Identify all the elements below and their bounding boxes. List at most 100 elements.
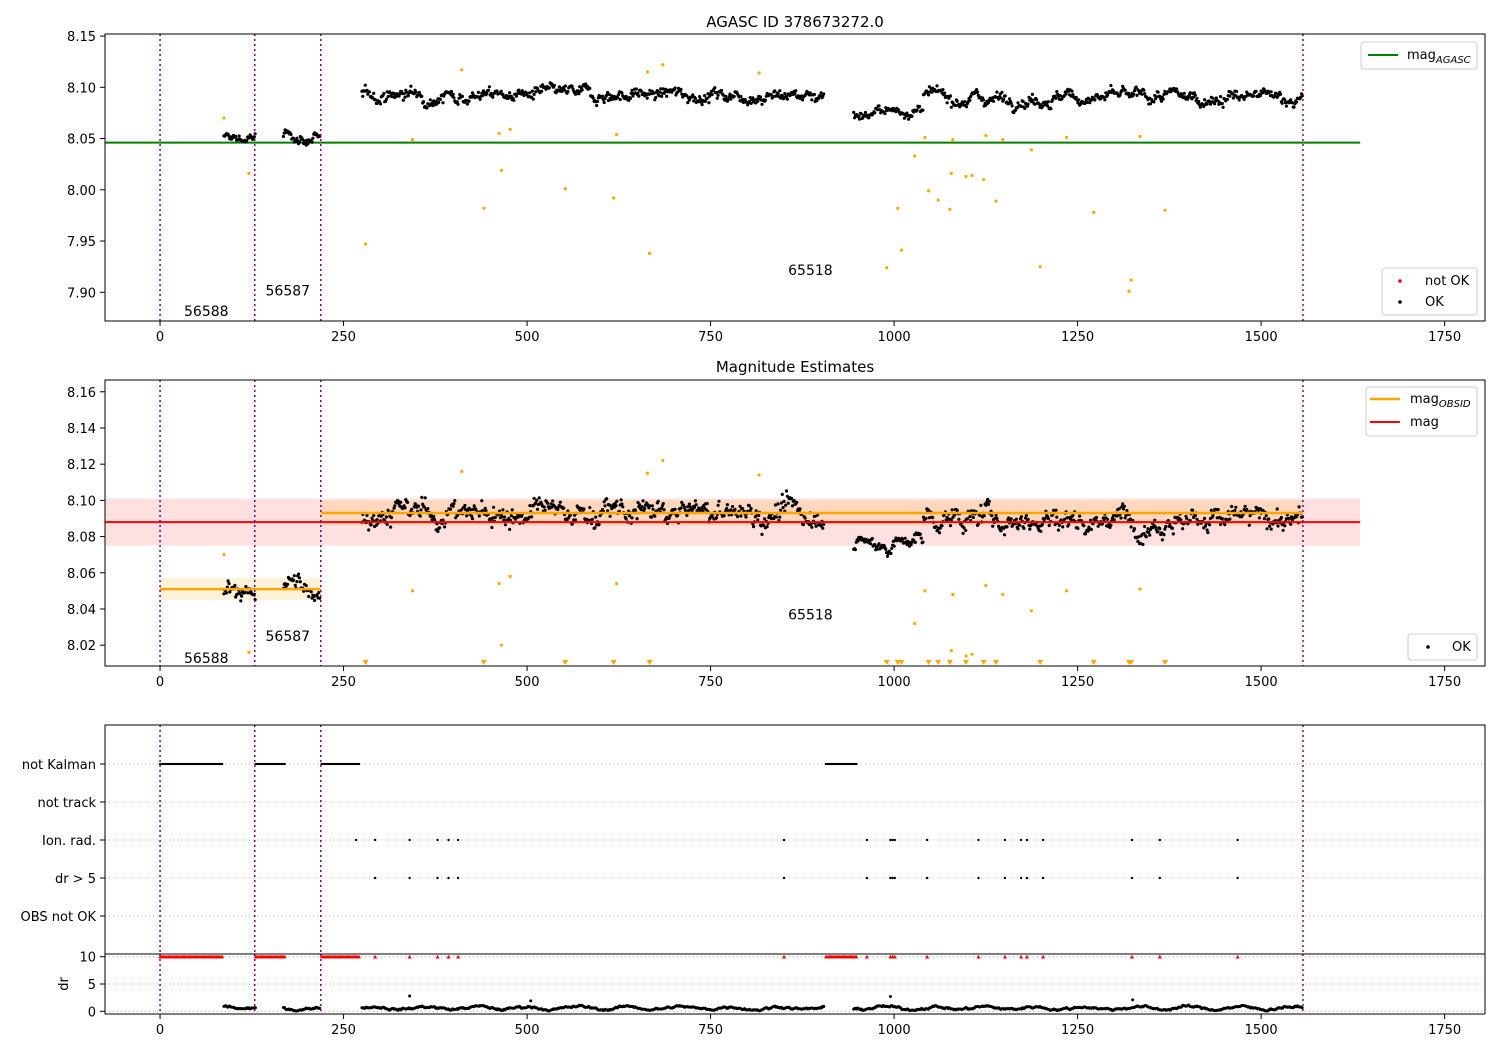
panel2-ok-point (1040, 522, 1045, 526)
panel1-ok-point (1182, 91, 1186, 95)
panel1-xtick-label-1000: 1000 (878, 330, 911, 345)
panel2-ok-point (422, 505, 426, 509)
panel1-ok-point (495, 89, 499, 93)
panel1-ok-point (1016, 101, 1020, 105)
panel2-outlier-point (410, 589, 415, 593)
panel1-ok-point (921, 108, 925, 112)
panel2-ok-point (730, 504, 735, 509)
panel2-below-range-marker (1128, 660, 1135, 665)
dr-ytick-label-0: 0 (88, 1005, 96, 1020)
panel1-ok-point (743, 97, 747, 102)
panel1-ok-point (438, 97, 442, 102)
panel1-ok-point (252, 135, 256, 139)
panel2-ok-point (978, 513, 982, 518)
dr-spike-point (1131, 998, 1135, 1002)
panel1-ok-point (390, 95, 394, 99)
panel2-ok-point (1028, 527, 1032, 531)
panel1-ok-point (1007, 102, 1011, 106)
panel1-ok-point (361, 94, 365, 98)
panel2-ok-point (510, 508, 514, 512)
panel1-ok-point (948, 94, 953, 98)
dr-capped-marker (283, 954, 287, 959)
panel2-ok-point (1117, 507, 1121, 511)
panel1-ok-point (687, 98, 692, 102)
panel2-ok-point (741, 507, 745, 511)
flag-point (865, 838, 869, 842)
panel2-outlier-point (964, 654, 968, 658)
panel1-outlier-point (1029, 148, 1033, 152)
panel1-ok-point (541, 83, 545, 87)
panel2-below-range-marker (1161, 660, 1168, 665)
panel2-ok-point (1193, 514, 1197, 518)
panel2-ok-point (1016, 527, 1020, 531)
legend-mag-agasc-name: mag (1407, 48, 1436, 63)
panel2-outlier-point (1029, 609, 1033, 613)
panel2-outlier-point (984, 583, 988, 588)
panel2-ok-point (937, 531, 942, 535)
panel2-ok-point (501, 508, 505, 512)
panel2-ok-point (470, 517, 475, 521)
panel1-ok-point (1033, 102, 1037, 106)
panel2-outlier-point (913, 621, 917, 626)
panel1-ok-point (1289, 98, 1293, 102)
panel1-ok-point (758, 95, 763, 99)
panel1-ok-point (706, 92, 710, 96)
panel2-ok-point (451, 504, 455, 508)
panel1-xtick-label-750: 750 (698, 330, 723, 345)
flags-row-label-0: not Kalman (22, 758, 96, 773)
panel2-ok-point (590, 517, 595, 522)
panel1-ok-point (857, 114, 861, 119)
panel1-ok-point (1010, 104, 1014, 108)
panel1-outlier-point (1129, 278, 1133, 282)
panel2-ok-point (621, 505, 625, 509)
panel1-ok-point (616, 93, 621, 97)
panel2-ok-point (951, 515, 955, 519)
panel2-ok-point (790, 496, 794, 500)
panel2-ok-point (635, 517, 639, 521)
panel2-ok-point (991, 524, 995, 528)
panel1-ok-point (1013, 108, 1018, 112)
legend-ok-marker (1398, 300, 1402, 304)
panel1-outlier-point (1163, 208, 1167, 212)
panel2-ok-point (619, 498, 623, 502)
panel1-ytick-label-2: 8.00 (67, 184, 96, 199)
panel2-ok-point (801, 523, 806, 527)
panel1-ok-point (658, 90, 662, 94)
panel2-ok-point (414, 503, 418, 507)
panel2-ok-point (1160, 538, 1164, 542)
panel2-ok-point (648, 504, 652, 508)
panel1-ok-point (676, 90, 680, 94)
panel1-ok-point (859, 112, 863, 116)
panel2-ok-point (452, 502, 456, 506)
panel1-ok-point (1008, 97, 1012, 101)
panel1-ok-point (1076, 101, 1080, 105)
panel2-ok-point (1024, 513, 1028, 518)
panel1-ok-point (999, 96, 1003, 100)
panel2-ok-point (1142, 532, 1146, 536)
flag-point (782, 838, 786, 842)
panel1-ok-point (727, 95, 731, 99)
panel2-ok-point (756, 518, 760, 522)
panel1-ok-point (547, 86, 551, 90)
panel1-ok-point (470, 95, 474, 99)
panel2-ok-point (676, 513, 680, 518)
panel2-ok-point (869, 542, 873, 546)
panel2-ok-point (1283, 524, 1287, 528)
panel2-ok-point (1039, 529, 1043, 533)
panel1-legend-markers: not OK OK (1381, 267, 1478, 316)
panel1-obsid-label-0: 56588 (184, 304, 229, 320)
panel2-ok-point (317, 591, 321, 595)
panel1-ok-point (580, 88, 584, 92)
panel2-ok-point (1154, 525, 1158, 529)
panel2-ok-point (606, 509, 610, 513)
panel2-ok-point (1228, 517, 1232, 521)
panel1-outlier-point (497, 131, 501, 136)
panel1-ok-point (705, 96, 709, 100)
flag-point (1041, 876, 1045, 880)
panel2-ok-point (1137, 535, 1141, 539)
panel2-ytick-label-4: 8.10 (67, 494, 96, 509)
panel2-ok-point (710, 514, 714, 519)
panel2-ok-point (924, 516, 928, 520)
panel2-ok-point (870, 536, 874, 541)
panel1-ok-point (858, 117, 862, 121)
